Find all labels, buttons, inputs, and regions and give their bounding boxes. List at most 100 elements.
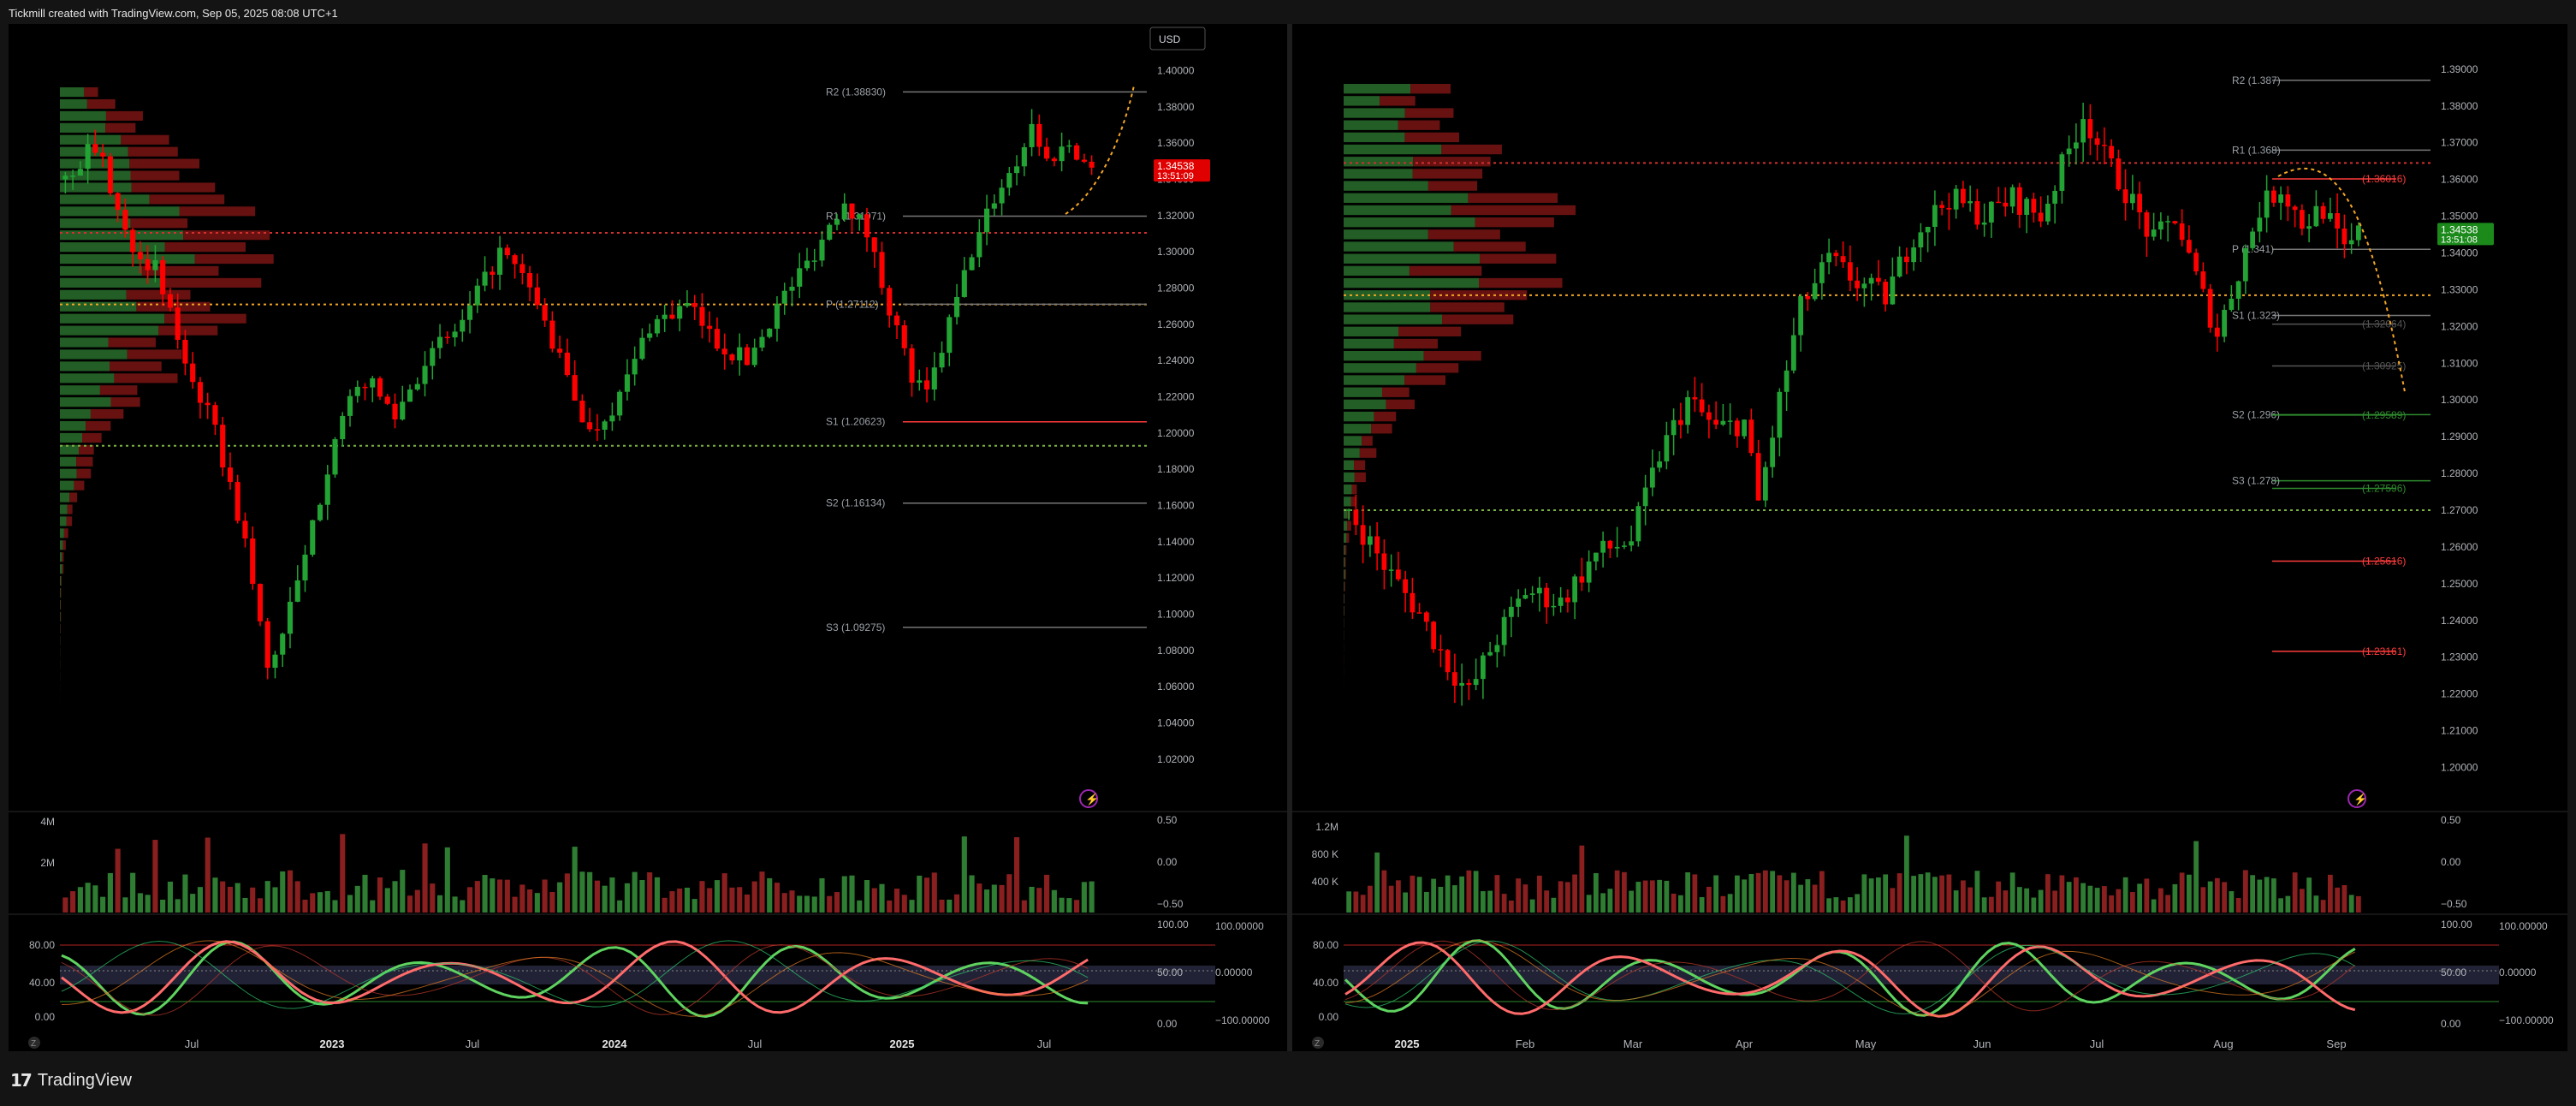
left-chart-panel[interactable]: 1.400001.380001.360001.340001.320001.300… [9, 24, 1287, 1051]
volume-bar [1451, 885, 1457, 913]
volume-bar [370, 900, 376, 913]
candle-body [1925, 227, 1931, 233]
volume-bar [1044, 874, 1050, 913]
right-chart-svg[interactable]: 1.39000 1.38000 1.37000 1.36000 1.35000 1.340… [1292, 24, 2567, 1051]
volume-profile-down-bar [1404, 132, 1460, 143]
candle-body [444, 336, 450, 339]
candle-body [2306, 226, 2312, 229]
volume-profile-down-bar [121, 134, 169, 145]
volume-profile-down-bar [60, 599, 62, 610]
candle-body [834, 219, 840, 225]
left-chart-svg[interactable]: 1.400001.380001.360001.340001.320001.300… [9, 24, 1287, 1051]
tradingview-brand[interactable]: 17 TradingView [10, 1070, 132, 1091]
candle-body [721, 348, 727, 355]
candle-body [1847, 262, 1853, 281]
volume-profile-up-bar [1344, 569, 1345, 580]
volume-profile-down-bar [158, 325, 218, 336]
volume-bar [1777, 875, 1783, 913]
candle-body [819, 239, 825, 261]
candle-body [939, 353, 945, 368]
volume-bar [2109, 895, 2115, 913]
candle-body [1074, 145, 1080, 160]
time-axis-tick: May [1855, 1038, 1877, 1050]
volume-bar [2299, 889, 2305, 913]
candle-body [1501, 616, 1507, 645]
candle-body [1473, 679, 1479, 686]
volume-profile-down-bar [1354, 472, 1366, 483]
time-axis-tick: Jul [748, 1038, 763, 1050]
volume-bar [1388, 885, 1394, 913]
volume-bar [1890, 888, 1896, 913]
candle-body [1988, 201, 1994, 223]
volume-profile-up-bar [60, 122, 106, 133]
tradingview-logo-icon: 17 [10, 1070, 33, 1091]
volume-profile-down-bar [62, 564, 64, 574]
zoom-icon-glyph: Z [31, 1039, 36, 1049]
candle-body [1346, 509, 1352, 511]
volume-bar [257, 898, 264, 913]
zoom-icon [1312, 1037, 1324, 1049]
candle-body [2342, 229, 2347, 245]
volume-profile-up-bar [60, 540, 63, 550]
volume-bar [564, 873, 570, 913]
volume-bar [1685, 872, 1691, 913]
volume-bar [684, 887, 690, 913]
volume-bar [961, 836, 967, 913]
candle-body [377, 378, 383, 397]
volume-bar [205, 837, 211, 913]
oscillator-axis2-tick: −100.00000 [2499, 1014, 2554, 1026]
volume-profile-up-bar [60, 325, 159, 336]
volume-scale-tick: 0.50 [1157, 814, 1178, 826]
projection-arrow [2277, 167, 2406, 393]
candle-body [2214, 327, 2220, 337]
price-axis-tick: 1.02000 [1157, 753, 1195, 765]
volume-profile-down-bar [1374, 411, 1397, 422]
volume-axis-tick: 2M [40, 857, 55, 869]
candle-body [467, 305, 473, 320]
candle-body [77, 169, 83, 176]
candle-body [2299, 210, 2305, 229]
volume-bar [609, 877, 615, 913]
volume-bar [1021, 900, 1027, 913]
volume-bar [2320, 900, 2326, 913]
candle-body [362, 386, 368, 389]
volume-bar [909, 900, 915, 913]
volume-bar [887, 900, 893, 913]
candle-body [864, 214, 870, 238]
volume-profile-down-bar [69, 492, 78, 502]
volume-bar [1713, 875, 1719, 913]
right-chart-panel[interactable]: 1.39000 1.38000 1.37000 1.36000 1.35000 1.340… [1292, 24, 2567, 1051]
candle-body [2335, 213, 2341, 229]
volume-bar [2355, 895, 2361, 913]
panel-divider[interactable] [1287, 24, 1292, 1051]
candle-body [1727, 420, 1733, 422]
pivot-level-label: S3 (1.278) [2232, 475, 2280, 487]
volume-bar [624, 883, 630, 913]
candle-body [340, 415, 346, 440]
price-axis-tick: 1.35000 [2441, 211, 2478, 223]
candle-body [310, 520, 316, 555]
candle-body [504, 247, 510, 256]
candle-body [2122, 189, 2128, 204]
candle-body [1544, 587, 1550, 608]
volume-bar [1522, 884, 1528, 913]
volume-bar [490, 878, 496, 913]
volume-bar [1423, 891, 1429, 913]
volume-profile-up-bar [60, 218, 131, 229]
candle-body [1890, 276, 1896, 305]
candle-body [1770, 437, 1776, 467]
volume-profile-down-bar [1453, 241, 1526, 252]
volume-axis-tick: 4M [40, 816, 55, 828]
volume-profile-down-bar [86, 420, 111, 431]
volume-profile-up-bar [1344, 302, 1431, 312]
volume-bar [1635, 882, 1641, 913]
price-axis-tick: 1.20000 [1157, 427, 1195, 439]
candle-body [1918, 232, 1924, 248]
candle-body [1805, 295, 1811, 300]
volume-profile-up-bar [60, 492, 70, 502]
volume-profile-down-bar [1430, 302, 1505, 312]
price-level-label: (1.23161) [2362, 645, 2406, 657]
volume-bar [324, 890, 330, 913]
volume-profile-up-bar [60, 230, 184, 241]
candle-body [1416, 612, 1422, 614]
